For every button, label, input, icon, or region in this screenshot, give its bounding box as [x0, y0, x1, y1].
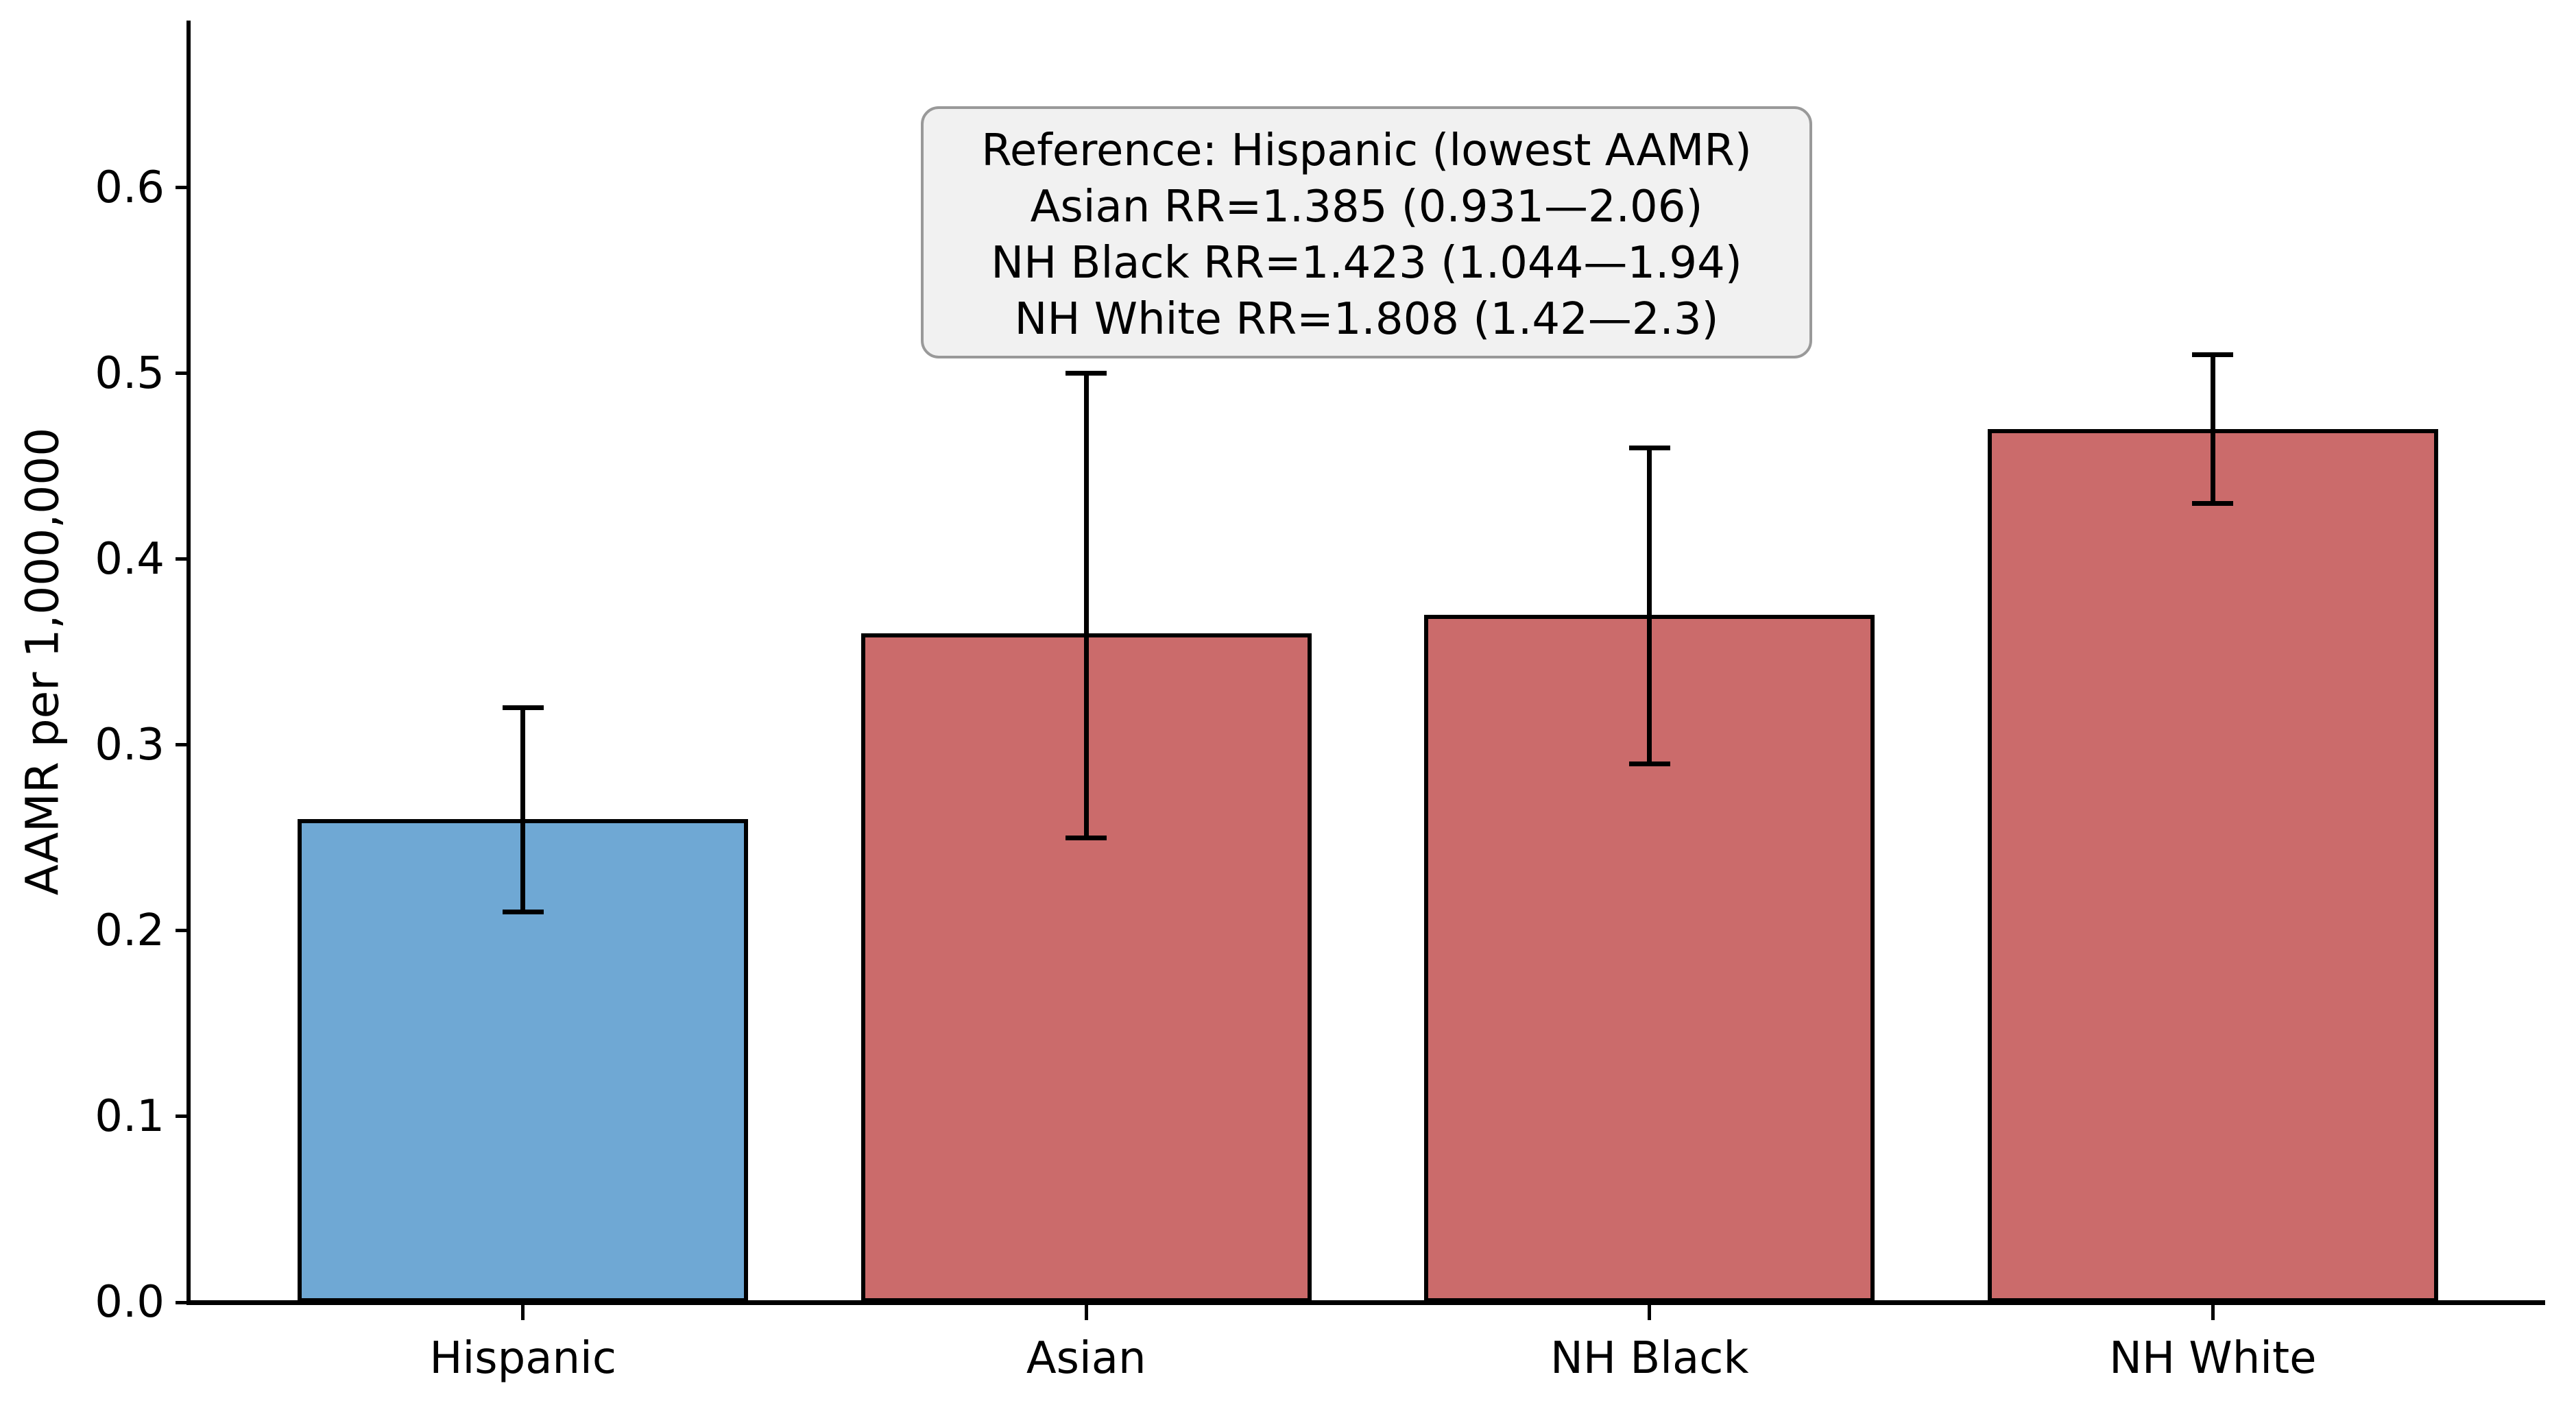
- y-tick-mark: [176, 371, 191, 376]
- y-tick-mark: [176, 743, 191, 747]
- error-bar: [1647, 448, 1652, 764]
- x-tick-mark: [2211, 1305, 2215, 1320]
- annotation-nh-white-rr-line: NH White RR=1.808 (1.42—2.3): [1014, 294, 1719, 345]
- y-tick-label: 0.3: [95, 719, 165, 770]
- bar-nh-white: [1987, 429, 2438, 1302]
- x-tick-mark: [1084, 1305, 1088, 1320]
- y-tick-label: 0.0: [95, 1277, 165, 1328]
- y-tick-label: 0.6: [95, 162, 165, 213]
- y-tick-mark: [176, 929, 191, 933]
- error-bar-cap-bottom: [1628, 761, 1670, 766]
- y-tick-label: 0.4: [95, 533, 165, 585]
- x-category-label: Hispanic: [429, 1333, 617, 1384]
- error-bar: [2210, 354, 2215, 504]
- annotation-asian-rr-line: Asian RR=1.385 (0.931—2.06): [1030, 182, 1703, 232]
- y-tick-mark: [176, 557, 191, 561]
- error-bar: [1083, 373, 1089, 838]
- error-bar-cap-top: [1628, 445, 1670, 450]
- error-bar-cap-bottom: [1066, 835, 1107, 840]
- x-category-label: NH Black: [1550, 1333, 1749, 1384]
- y-tick-mark: [176, 1114, 191, 1119]
- x-tick-mark: [521, 1305, 525, 1320]
- x-axis-spine: [186, 1300, 2545, 1305]
- error-bar-cap-top: [1066, 371, 1107, 376]
- y-tick-label: 0.5: [95, 348, 165, 399]
- error-bar-cap-top: [2192, 352, 2234, 358]
- error-bar-cap-top: [502, 705, 544, 711]
- y-axis-spine: [186, 21, 191, 1304]
- error-bar-cap-bottom: [2192, 501, 2234, 507]
- annotation-reference-line: Reference: Hispanic (lowest AAMR): [981, 125, 1752, 176]
- y-tick-label: 0.1: [95, 1091, 165, 1142]
- error-bar: [520, 707, 526, 912]
- annotation-nh-black-rr-line: NH Black RR=1.423 (1.044—1.94): [991, 238, 1742, 289]
- x-category-label: NH White: [2109, 1333, 2317, 1384]
- error-bar-cap-bottom: [502, 910, 544, 915]
- y-tick-label: 0.2: [95, 905, 165, 956]
- x-category-label: Asian: [1026, 1333, 1146, 1384]
- y-tick-mark: [176, 186, 191, 190]
- annotation-box: Reference: Hispanic (lowest AAMR) Asian …: [921, 106, 1812, 358]
- y-tick-mark: [176, 1300, 191, 1304]
- x-tick-mark: [1648, 1305, 1652, 1320]
